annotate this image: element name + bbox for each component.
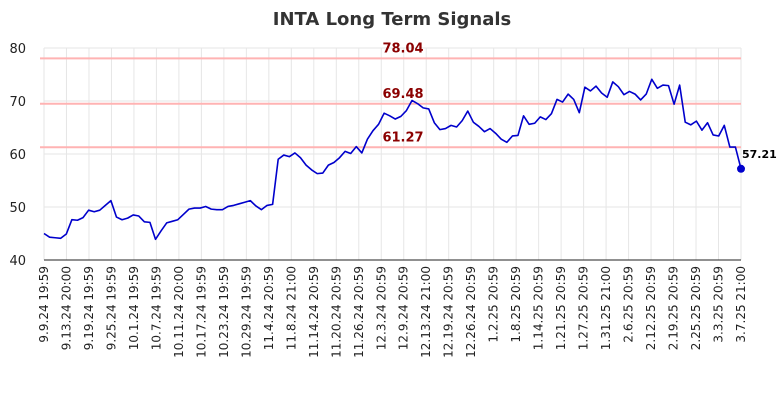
x-tick-label: 9.25.24 19:59	[104, 266, 118, 350]
signal-level-label: 78.04	[382, 41, 423, 56]
x-tick-label: 12.9.24 20:59	[397, 266, 411, 350]
signal-levels	[40, 57, 741, 149]
x-tick-label: 11.8.24 21:00	[284, 266, 298, 350]
x-tick-label: 2.6.25 20:59	[622, 266, 636, 343]
x-tick-label: 11.4.24 20:59	[262, 266, 276, 350]
x-tick-label: 12.13.24 21:00	[419, 266, 433, 358]
x-tick-label: 10.29.24 19:59	[239, 266, 253, 358]
last-point-marker	[737, 164, 745, 173]
x-tick-label: 10.11.24 20:00	[172, 266, 186, 358]
x-tick-label: 9.19.24 19:59	[82, 266, 96, 350]
x-tick-label: 11.20.24 20:59	[329, 266, 343, 358]
grid	[43, 47, 742, 261]
x-tick-label: 12.26.24 20:59	[464, 266, 478, 358]
x-tick-label: 10.7.24 19:59	[149, 266, 163, 350]
x-tick-label: 9.13.24 20:00	[59, 266, 73, 350]
price-series	[43, 78, 745, 241]
labels: 78.04 69.48 61.27 57.21	[382, 41, 776, 160]
x-tick-label: 3.3.25 20:59	[712, 266, 726, 343]
x-tick-label: 12.19.24 20:59	[442, 266, 456, 358]
x-tick-label: 2.19.25 20:59	[667, 266, 681, 350]
x-tick-label: 1.27.25 20:59	[577, 266, 591, 350]
x-tick-label: 10.17.24 19:59	[194, 266, 208, 358]
x-tick-label: 10.1.24 19:59	[127, 266, 141, 350]
y-tick-label: 60	[9, 148, 26, 163]
x-tick-label: 11.26.24 20:59	[352, 266, 366, 358]
last-value-label: 57.21	[742, 148, 777, 161]
signal-level-label: 61.27	[382, 130, 423, 145]
x-tick-label: 1.2.25 20:59	[487, 266, 501, 343]
x-tick-label: 1.21.25 20:59	[554, 266, 568, 350]
x-tick-label: 10.23.24 19:59	[217, 266, 231, 358]
y-tick-label: 70	[9, 95, 26, 110]
x-tick-label: 1.8.25 20:59	[509, 266, 523, 343]
x-tick-label: 9.9.24 19:59	[37, 266, 51, 343]
chart-title: INTA Long Term Signals	[273, 9, 512, 30]
x-tick-label: 1.31.25 21:00	[599, 266, 613, 350]
x-tick-label: 3.7.25 21:00	[734, 266, 748, 343]
x-tick-label: 2.12.25 20:59	[644, 266, 658, 350]
x-tick-label: 1.14.25 20:59	[532, 266, 546, 350]
x-tick-label: 11.14.24 20:59	[307, 266, 321, 358]
y-tick-label: 50	[9, 201, 26, 216]
y-tick-label: 80	[9, 42, 26, 57]
x-tick-label: 2.25.25 20:59	[689, 266, 703, 350]
price-line	[43, 78, 742, 241]
axes: 40 50 60 70 80 9.9.24 19:59 9.13.24 20:00 9.19.…	[9, 42, 748, 358]
signal-level-label: 69.48	[382, 87, 423, 102]
x-tick-label: 12.3.24 20:59	[374, 266, 388, 350]
y-tick-label: 40	[9, 254, 26, 269]
